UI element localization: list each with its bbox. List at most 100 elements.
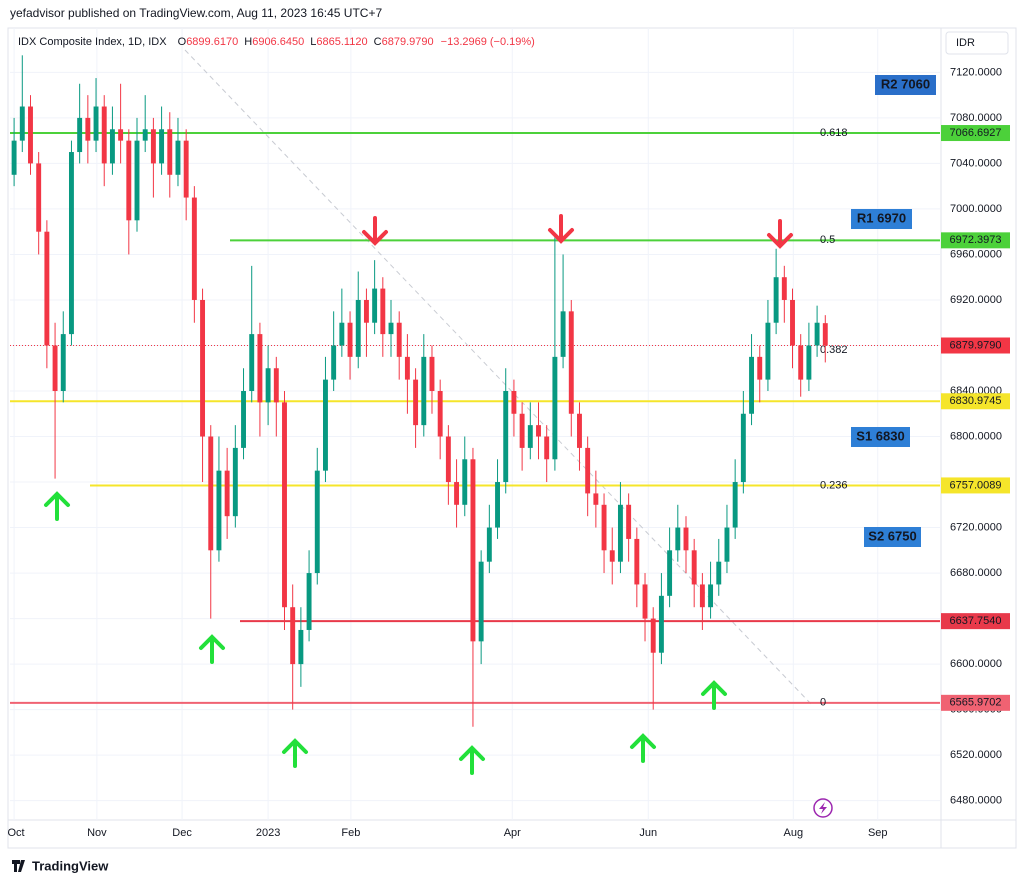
up-arrow	[701, 680, 727, 710]
candle-body	[617, 504, 623, 562]
candle-body	[699, 584, 705, 608]
candle-body	[68, 152, 74, 335]
candle-body	[109, 129, 115, 164]
candle-body	[822, 323, 828, 346]
open-value: 6899.6170	[186, 36, 238, 48]
candle-body	[298, 629, 304, 665]
candle-body	[740, 413, 746, 483]
candle-body	[404, 356, 410, 380]
candle-body	[519, 413, 525, 448]
candle-body	[93, 106, 99, 141]
candle-body	[257, 334, 263, 403]
currency-button[interactable]	[945, 31, 1009, 55]
y-tick-label: 6800.0000	[950, 430, 1002, 442]
price-box	[941, 125, 1010, 142]
candle-body	[642, 584, 648, 619]
close-value: 6879.9790	[382, 36, 434, 48]
candles	[11, 55, 828, 727]
price-box-label: 6565.9702	[950, 697, 1002, 709]
candle-body	[232, 447, 238, 517]
candle-body	[282, 402, 287, 608]
up-arrow	[459, 745, 485, 775]
candle-body	[675, 527, 681, 551]
x-tick-label: Feb	[341, 827, 360, 839]
candle-body	[495, 482, 500, 528]
price-box	[941, 477, 1010, 494]
y-tick-label: 7120.0000	[950, 66, 1002, 78]
annotation-box	[875, 75, 936, 95]
candle-body	[478, 561, 484, 642]
candle-body	[347, 322, 353, 357]
candle-body	[118, 129, 124, 141]
lightning-bolt	[819, 802, 827, 814]
candle-body	[765, 322, 771, 380]
up-arrow	[282, 738, 308, 768]
candle-body	[77, 117, 83, 153]
y-tick-label: 6920.0000	[950, 294, 1002, 306]
open-key: O	[178, 36, 187, 48]
price-box	[941, 337, 1010, 354]
x-tick-label: Apr	[504, 827, 521, 839]
candle-body	[44, 231, 50, 346]
y-tick-label: 6520.0000	[950, 749, 1002, 761]
close-key: C	[374, 36, 382, 48]
candle-body	[568, 311, 574, 414]
fib-label: 0.618	[820, 127, 848, 139]
candle-body	[306, 573, 312, 630]
down-arrow	[767, 219, 793, 249]
fib-trend-line	[184, 49, 813, 706]
x-tick-label: Aug	[784, 827, 804, 839]
candle-body	[536, 425, 541, 437]
y-tick-label: 6680.0000	[950, 567, 1002, 579]
price-box-label: 6757.0089	[950, 479, 1002, 491]
price-box-label: 6879.9790	[950, 339, 1002, 351]
up-arrow	[44, 491, 70, 521]
candle-body	[36, 163, 42, 232]
candle-body	[339, 322, 345, 346]
candle-body	[552, 356, 558, 460]
legend: IDX Composite Index, 1D, IDX O6899.6170 …	[18, 36, 535, 48]
candle-body	[183, 140, 189, 198]
annotation-label: R1 6970	[857, 210, 906, 225]
candle-body	[19, 106, 25, 141]
candle-body	[503, 391, 509, 483]
currency-label: IDR	[956, 37, 975, 49]
candle-body	[806, 345, 812, 380]
candle-body	[52, 345, 58, 391]
y-tick-label: 7000.0000	[950, 203, 1002, 215]
candle-body	[757, 356, 763, 380]
candle-body	[249, 334, 255, 391]
x-tick-label: Dec	[172, 827, 192, 839]
tv-logo	[12, 860, 25, 872]
candle-body	[200, 299, 206, 437]
footer-brand: TradingView	[32, 858, 109, 873]
candle-body	[716, 561, 722, 585]
price-box	[941, 232, 1010, 249]
lightning-icon[interactable]	[813, 798, 833, 818]
candle-body	[470, 459, 476, 642]
candle-body	[372, 288, 378, 323]
candle-body	[560, 311, 566, 357]
candle-body	[781, 277, 787, 300]
candle-body	[577, 413, 582, 448]
candle-body	[511, 391, 517, 414]
candle-body	[527, 425, 533, 448]
candle-body	[355, 299, 361, 357]
candle-body	[28, 106, 33, 164]
price-box-label: 6830.9745	[950, 395, 1002, 407]
candle-body	[142, 129, 148, 141]
down-arrow	[548, 214, 574, 244]
candle-body	[11, 140, 17, 175]
candle-body	[724, 527, 730, 562]
annotation-box	[851, 209, 912, 229]
candle-body	[593, 493, 599, 505]
price-box-label: 6637.7540	[950, 615, 1002, 627]
candle-body	[101, 106, 107, 164]
candle-body	[175, 140, 181, 175]
low-key: L	[310, 36, 316, 48]
candle-body	[585, 447, 591, 494]
candle-body	[150, 129, 156, 164]
candle-body	[732, 482, 738, 528]
candle-body	[396, 322, 402, 357]
y-tick-label: 7080.0000	[950, 112, 1002, 124]
